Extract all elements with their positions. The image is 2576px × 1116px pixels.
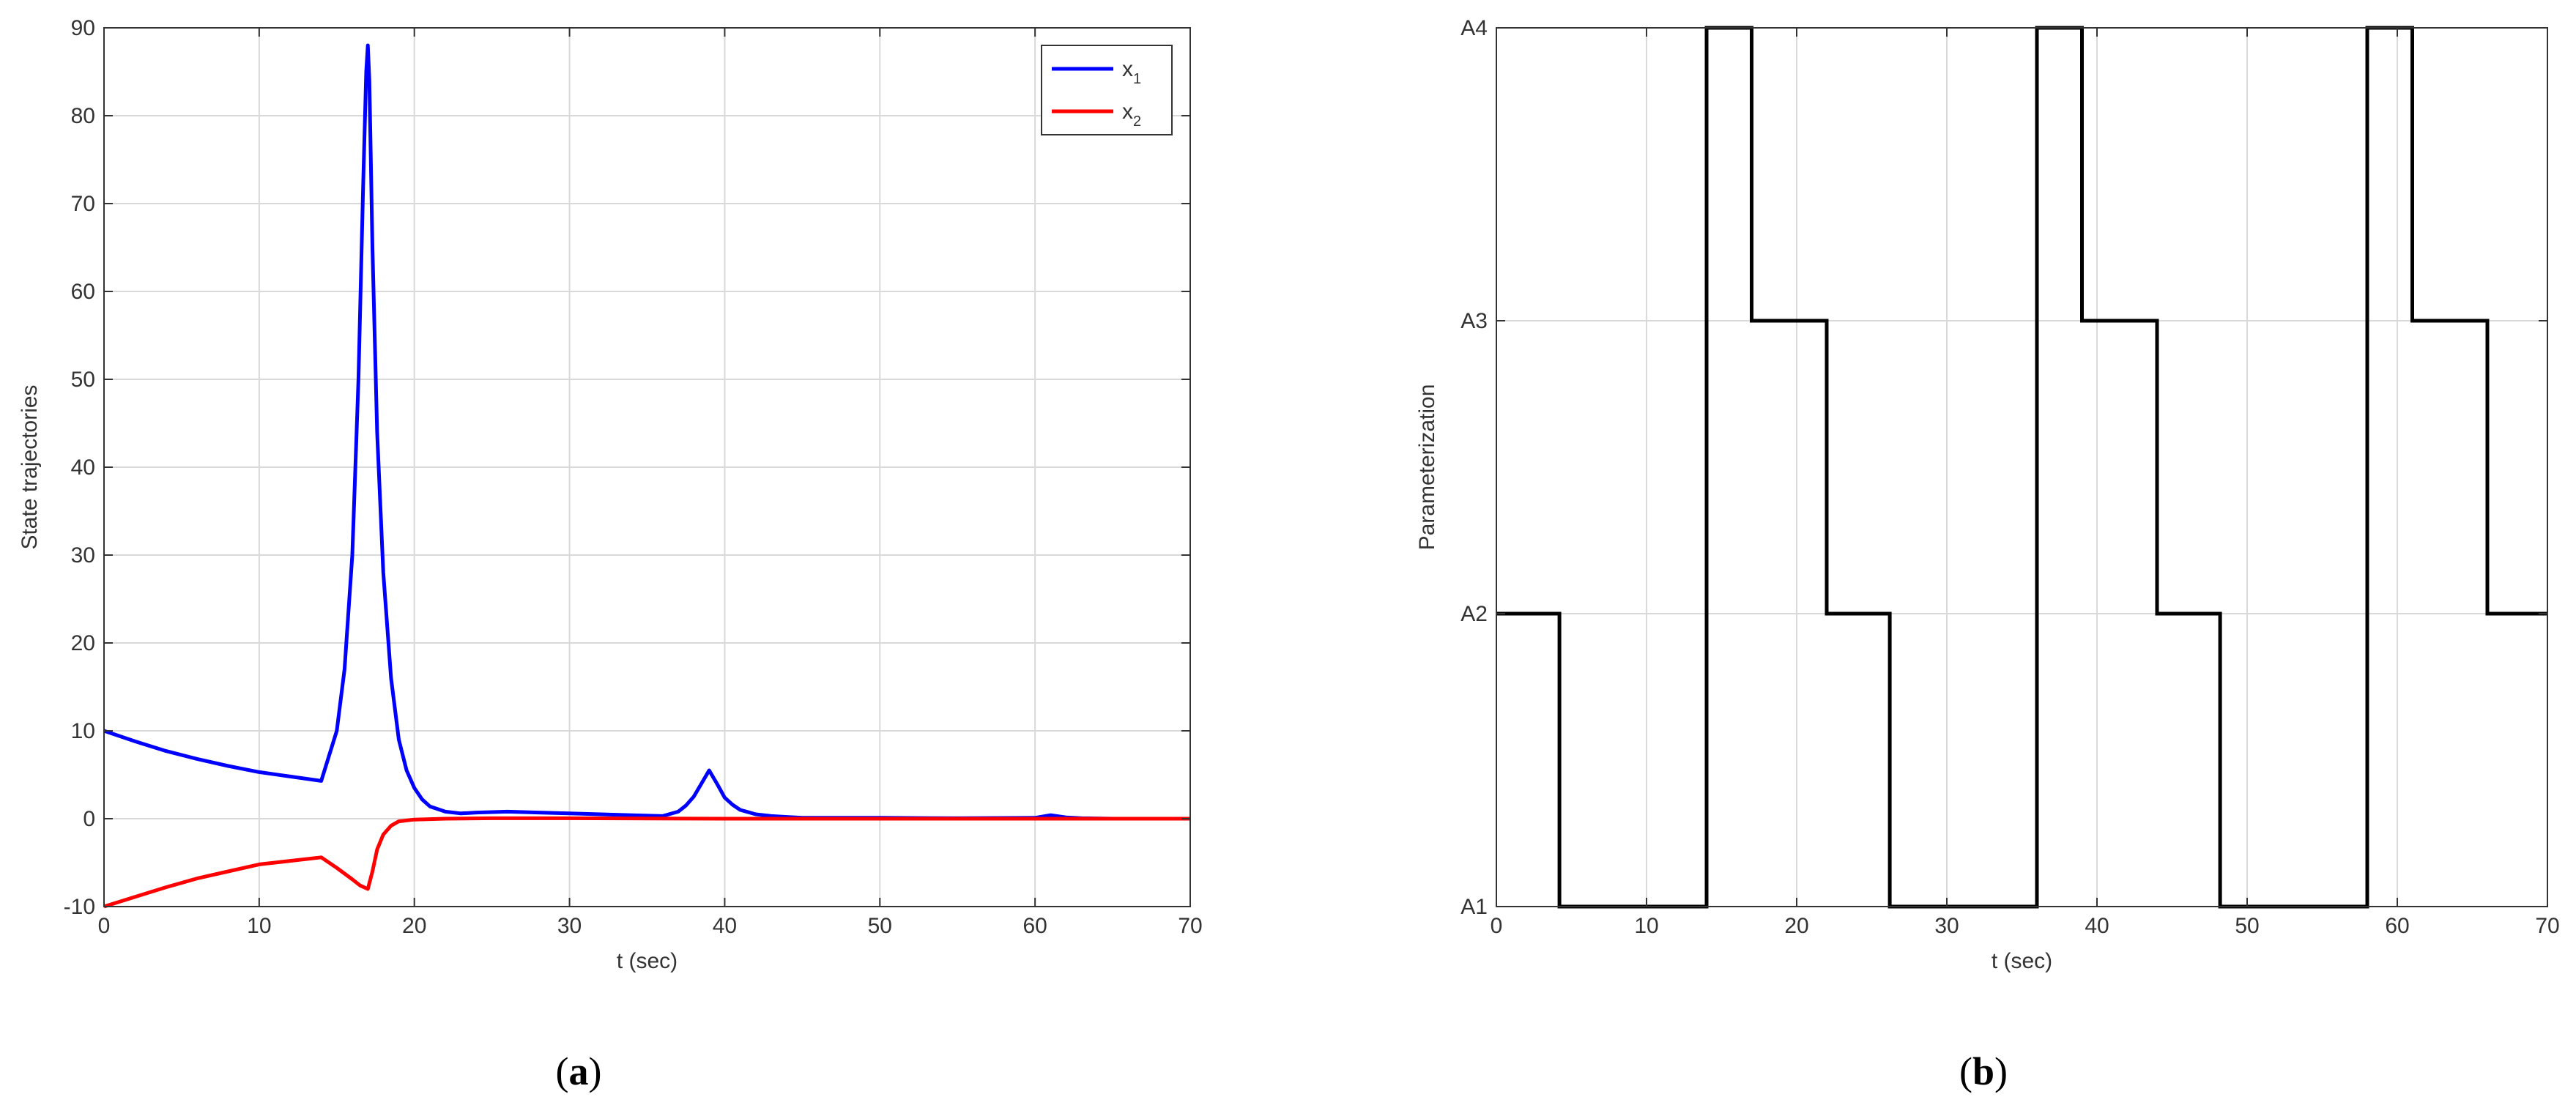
legend-label-name: x [1122, 100, 1133, 124]
y-tick-label: 70 [71, 192, 95, 216]
caption-a: (a) [556, 1049, 602, 1093]
y-tick-label: 40 [71, 455, 95, 480]
x-tick-label: 20 [402, 914, 426, 938]
x-tick-label: 60 [2385, 914, 2409, 938]
ticks-b: 0 10 20 30 40 50 60 70 A1 A2 A3 A4 [1460, 16, 2559, 938]
legend-label-name: x [1122, 57, 1133, 81]
legend-label-x1: x1 [1122, 57, 1141, 87]
y-tick-label: A4 [1460, 16, 1488, 40]
y-tick-label: 90 [71, 16, 95, 40]
y-tick-label: A3 [1460, 309, 1488, 333]
y-tick-label: 30 [71, 543, 95, 568]
legend-box [1041, 45, 1173, 135]
y-tick-label: A1 [1460, 895, 1488, 919]
x-tick-label: 50 [2235, 914, 2259, 938]
y-tick-label: -10 [64, 895, 95, 919]
y-tick-label: 0 [83, 807, 95, 831]
chart-panel-b: 0 10 20 30 40 50 60 70 A1 A2 A3 A4 t (sec) Paramete… [1415, 16, 2560, 973]
plot-frame-b [1496, 27, 2548, 907]
legend-label-subscript: 2 [1133, 114, 1141, 130]
legend-label-subscript: 1 [1133, 71, 1141, 87]
x-tick-label: 10 [247, 914, 271, 938]
y-axis-label-a: State trajectories [18, 384, 42, 549]
x-tick-label: 50 [868, 914, 892, 938]
x-tick-label: 0 [1491, 914, 1503, 938]
x-tick-label: 70 [2535, 914, 2559, 938]
legend-label-x2: x2 [1122, 100, 1141, 130]
x-tick-label: 30 [557, 914, 582, 938]
caption-a-letter: a [569, 1049, 589, 1093]
x-tick-label: 70 [1178, 914, 1202, 938]
x-axis-label-a: t (sec) [617, 949, 678, 973]
caption-b-letter: b [1972, 1049, 1994, 1093]
y-tick-label: 50 [71, 368, 95, 392]
y-tick-label: 10 [71, 719, 95, 743]
x-tick-label: 0 [98, 914, 111, 938]
y-tick-label: 80 [71, 104, 95, 128]
x-tick-label: 40 [2085, 914, 2109, 938]
y-axis-label-b: Parameterization [1415, 384, 1439, 551]
series-line-x2 [103, 816, 1190, 909]
x-tick-label: 30 [1934, 914, 1959, 938]
y-tick-label: 60 [71, 280, 95, 304]
x-tick-label: 60 [1022, 914, 1047, 938]
y-tick-label: 20 [71, 631, 95, 655]
y-tick-label: A2 [1460, 602, 1488, 626]
series-group-a [103, 43, 1190, 909]
svg-text:(b): (b) [1959, 1049, 2008, 1093]
x-tick-label: 40 [713, 914, 737, 938]
x-axis-label-b: t (sec) [1992, 949, 2052, 973]
svg-text:(a): (a) [556, 1049, 602, 1093]
x-tick-label: 20 [1784, 914, 1808, 938]
x-tick-label: 10 [1634, 914, 1658, 938]
plot-area-b [1496, 28, 2547, 907]
caption-b: (b) [1959, 1049, 2008, 1093]
